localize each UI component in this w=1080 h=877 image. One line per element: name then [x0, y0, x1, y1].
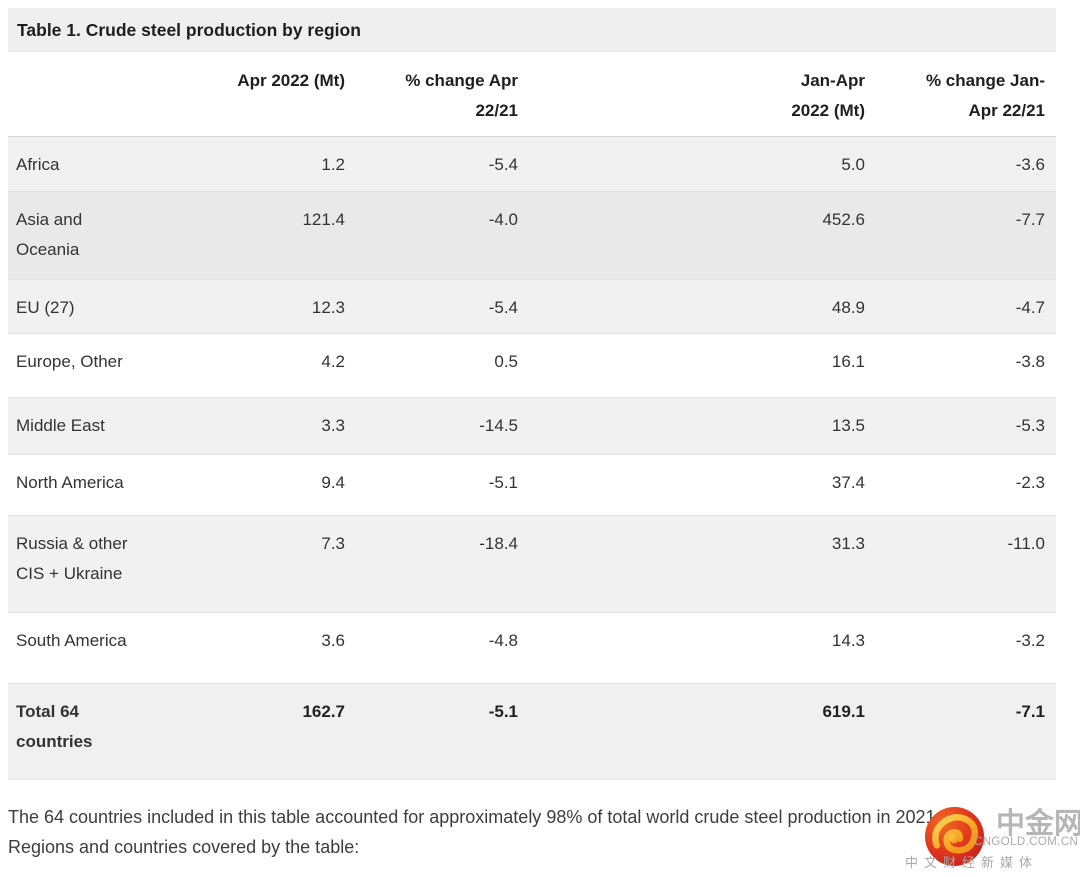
table-row-middle-east: Middle East 3.3 -14.5 13.5 -5.3 [8, 397, 1056, 454]
value-cell: -7.1 [1015, 701, 1045, 721]
table-row-africa: Africa 1.2 -5.4 5.0 -3.6 [8, 136, 1056, 191]
region-cell: South America [16, 630, 127, 650]
value-cell: -4.0 [488, 209, 518, 229]
header-region [8, 52, 138, 137]
region-cell: Africa [16, 154, 60, 174]
value-cell: -5.1 [488, 472, 518, 492]
region-cell: Europe, Other [16, 351, 123, 371]
value-cell: 121.4 [302, 209, 345, 229]
value-cell: 31.3 [831, 533, 865, 553]
table-row-south-america: South America 3.6 -4.8 14.3 -3.2 [8, 612, 1056, 683]
value-cell: 619.1 [822, 701, 865, 721]
table-row-north-america: North America 9.4 -5.1 37.4 -2.3 [8, 454, 1056, 515]
value-cell: 452.6 [822, 209, 865, 229]
header-pct-change-jan-apr: % change Jan- Apr 22/21 [867, 52, 1056, 137]
watermark-domain: CNGOLD.COM.CN [974, 836, 1079, 848]
header-apr-2022: Apr 2022 (Mt) [138, 52, 347, 137]
cngold-logo-icon [925, 807, 984, 866]
value-cell: -5.4 [488, 154, 518, 174]
region-cell: North America [16, 472, 124, 492]
value-cell: 13.5 [831, 415, 865, 435]
value-cell: 4.2 [321, 351, 345, 371]
value-cell: -5.4 [488, 297, 518, 317]
table-row-eu27: EU (27) 12.3 -5.4 48.9 -4.7 [8, 279, 1056, 333]
table-row-asia-oceania: Asia and Oceania 121.4 -4.0 452.6 -7.7 [8, 191, 1056, 279]
value-cell: -18.4 [479, 533, 518, 553]
value-cell: -7.7 [1015, 209, 1045, 229]
value-cell: 1.2 [321, 154, 345, 174]
footnote-line-1: The 64 countries included in this table … [8, 806, 941, 827]
value-cell: 16.1 [831, 351, 865, 371]
header-jan-apr-2022: Jan-Apr 2022 (Mt) [520, 52, 867, 137]
footnote: The 64 countries included in this table … [8, 802, 1074, 862]
region-cell: Total 64 countries [16, 701, 93, 751]
header-pct-change-apr: % change Apr 22/21 [347, 52, 520, 137]
value-cell: -5.3 [1015, 415, 1045, 435]
value-cell: -14.5 [479, 415, 518, 435]
table-card: Table 1. Crude steel production by regio… [8, 8, 1056, 780]
crude-steel-table: Apr 2022 (Mt) % change Apr 22/21 Jan-Apr… [8, 52, 1056, 780]
value-cell: -4.7 [1015, 297, 1045, 317]
value-cell: 12.3 [311, 297, 345, 317]
value-cell: 37.4 [831, 472, 865, 492]
value-cell: -5.1 [488, 701, 518, 721]
value-cell: 0.5 [494, 351, 518, 371]
value-cell: -11.0 [1007, 533, 1046, 553]
value-cell: 48.9 [831, 297, 865, 317]
table-row-russia-cis: Russia & other CIS + Ukraine 7.3 -18.4 3… [8, 515, 1056, 612]
value-cell: 9.4 [321, 472, 345, 492]
region-cell: EU (27) [16, 297, 75, 317]
region-cell: Asia and Oceania [16, 209, 83, 259]
header-row: Apr 2022 (Mt) % change Apr 22/21 Jan-Apr… [8, 52, 1056, 137]
table-row-europe-other: Europe, Other 4.2 0.5 16.1 -3.8 [8, 333, 1056, 397]
watermark-tagline: 中文财经新媒体 [905, 855, 1039, 870]
value-cell: 3.6 [321, 630, 345, 650]
region-cell: Middle East [16, 415, 105, 435]
region-cell: Russia & other CIS + Ukraine [16, 533, 128, 583]
value-cell: -3.8 [1015, 351, 1045, 371]
value-cell: -4.8 [488, 630, 518, 650]
value-cell: -3.6 [1015, 154, 1045, 174]
value-cell: 7.3 [321, 533, 345, 553]
value-cell: -2.3 [1015, 472, 1045, 492]
table-row-total: Total 64 countries 162.7 -5.1 619.1 -7.1 [8, 683, 1056, 779]
value-cell: 5.0 [841, 154, 865, 174]
table-title: Table 1. Crude steel production by regio… [8, 8, 1056, 52]
footnote-line-2: Regions and countries covered by the tab… [8, 836, 360, 857]
value-cell: -3.2 [1015, 630, 1045, 650]
value-cell: 162.7 [302, 701, 345, 721]
watermark-brand: 中金网 [996, 808, 1080, 840]
value-cell: 3.3 [321, 415, 345, 435]
value-cell: 14.3 [831, 630, 865, 650]
